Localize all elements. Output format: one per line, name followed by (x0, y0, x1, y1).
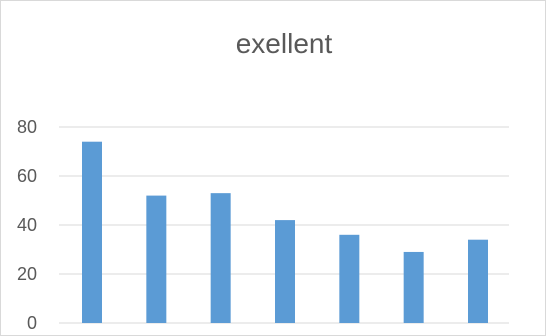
bars (82, 141, 488, 323)
bar-3 (210, 193, 231, 323)
bar-7 (468, 239, 488, 323)
y-axis-ticks: 0 20 40 60 80 (17, 117, 37, 333)
bar-6 (403, 251, 424, 323)
y-tick-label: 60 (17, 166, 37, 186)
bar-5 (339, 234, 360, 323)
y-tick-label: 40 (17, 215, 37, 235)
bar-4 (275, 220, 295, 323)
bar-2 (146, 195, 167, 323)
chart-title: exellent (236, 28, 333, 59)
y-tick-label: 80 (17, 117, 37, 137)
y-tick-label: 20 (17, 264, 37, 284)
bar-1 (82, 141, 102, 323)
y-tick-label: 0 (27, 313, 37, 333)
